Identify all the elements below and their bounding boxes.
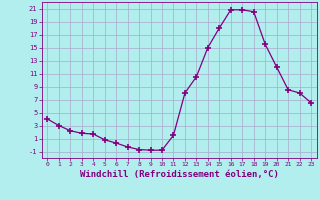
X-axis label: Windchill (Refroidissement éolien,°C): Windchill (Refroidissement éolien,°C) [80,170,279,179]
